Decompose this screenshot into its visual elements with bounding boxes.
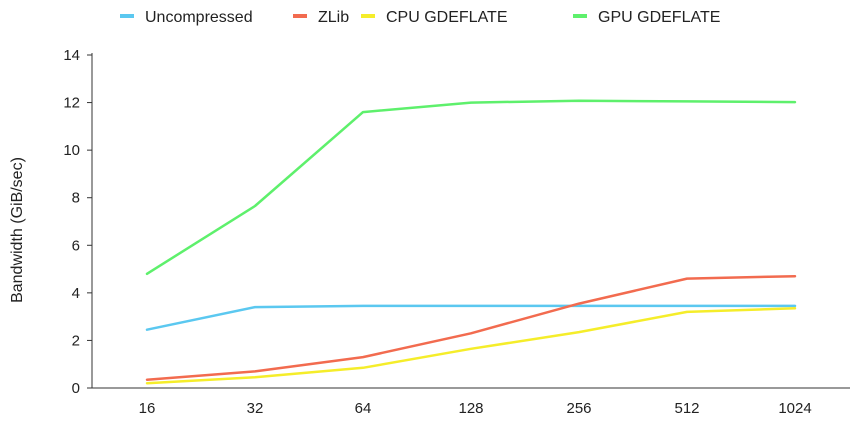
y-axis: 0 2 4 6 8 10 12 14 [63,47,92,397]
series-line-gpu-gdeflate [147,101,795,274]
plot-area [147,101,795,384]
x-tick-label: 32 [247,400,264,417]
legend-label: ZLib [318,9,349,26]
x-tick-label: 16 [139,400,156,417]
y-tick-label: 2 [72,332,80,349]
y-tick-label: 12 [63,95,80,112]
legend-label: CPU GDEFLATE [386,9,508,26]
x-tick-label: 1024 [778,400,811,417]
legend-item-zlib: ZLib [293,9,349,26]
y-tick-label: 10 [63,142,80,159]
legend-label: Uncompressed [145,9,253,26]
y-axis-label: Bandwidth (GiB/sec) [9,157,26,303]
x-axis: 16 32 64 128 256 512 1024 [92,388,850,417]
y-tick-label: 4 [72,285,80,302]
y-tick-label: 8 [72,190,80,207]
legend-item-gpu-gdeflate: GPU GDEFLATE [573,9,720,26]
legend-item-cpu-gdeflate: CPU GDEFLATE [361,9,508,26]
legend: Uncompressed ZLib CPU GDEFLATE GPU GDEFLATE [120,9,720,26]
x-tick-label: 512 [674,400,699,417]
legend-swatch [573,14,587,18]
x-tick-label: 64 [355,400,372,417]
x-tick-label: 128 [458,400,483,417]
y-tick-label: 6 [72,237,80,254]
series-line-uncompressed [147,306,795,330]
series-line-zlib [147,276,795,380]
legend-item-uncompressed: Uncompressed [120,9,253,26]
y-tick-label: 14 [63,47,80,64]
legend-swatch [361,14,375,18]
legend-swatch [293,14,307,18]
x-tick-label: 256 [566,400,591,417]
y-tick-label: 0 [72,380,80,397]
legend-swatch [120,14,134,18]
legend-label: GPU GDEFLATE [598,9,720,26]
